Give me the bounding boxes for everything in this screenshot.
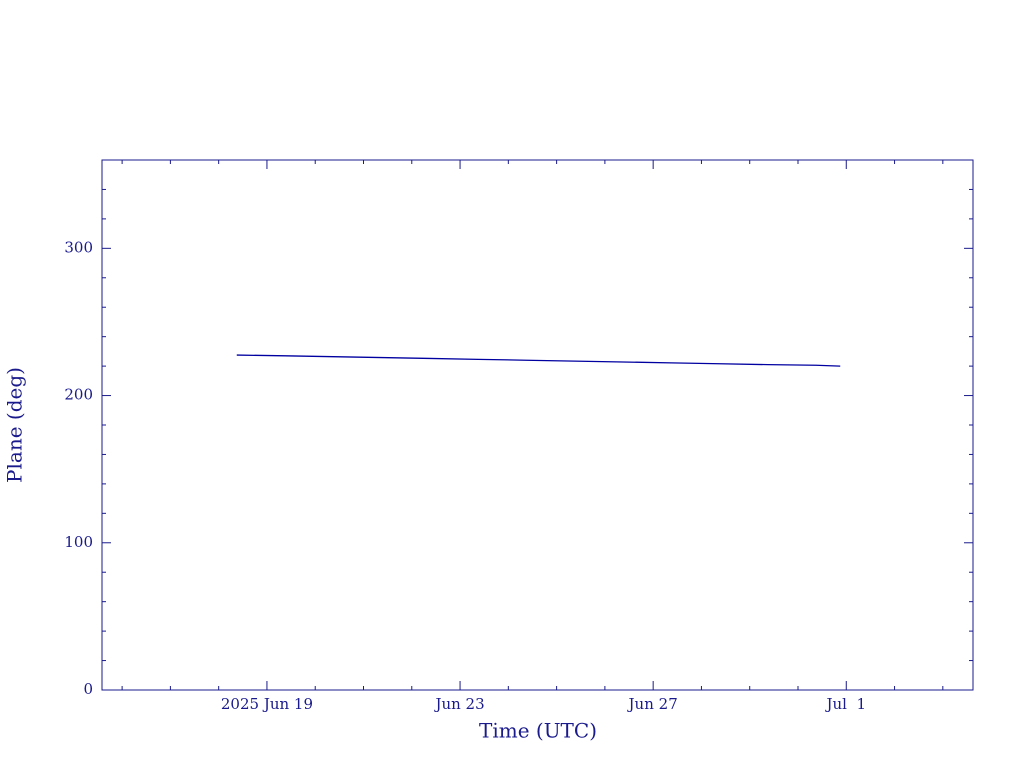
x-tick-label: 2025 Jun 19	[221, 695, 313, 713]
plot-frame	[101, 159, 974, 691]
x-tick-label: Jun 27	[627, 695, 678, 713]
y-tick-label: 200	[64, 386, 93, 404]
x-axis-label: Time (UTC)	[479, 719, 597, 743]
data-line	[236, 354, 841, 367]
y-tick-label: 0	[83, 680, 93, 698]
y-axis-label: Plane (deg)	[3, 367, 27, 483]
x-tick-label: Jul 1	[824, 695, 866, 713]
y-tick-label: 300	[64, 238, 93, 256]
x-tick-label: Jun 23	[433, 695, 484, 713]
y-tick-label: 100	[64, 533, 93, 551]
